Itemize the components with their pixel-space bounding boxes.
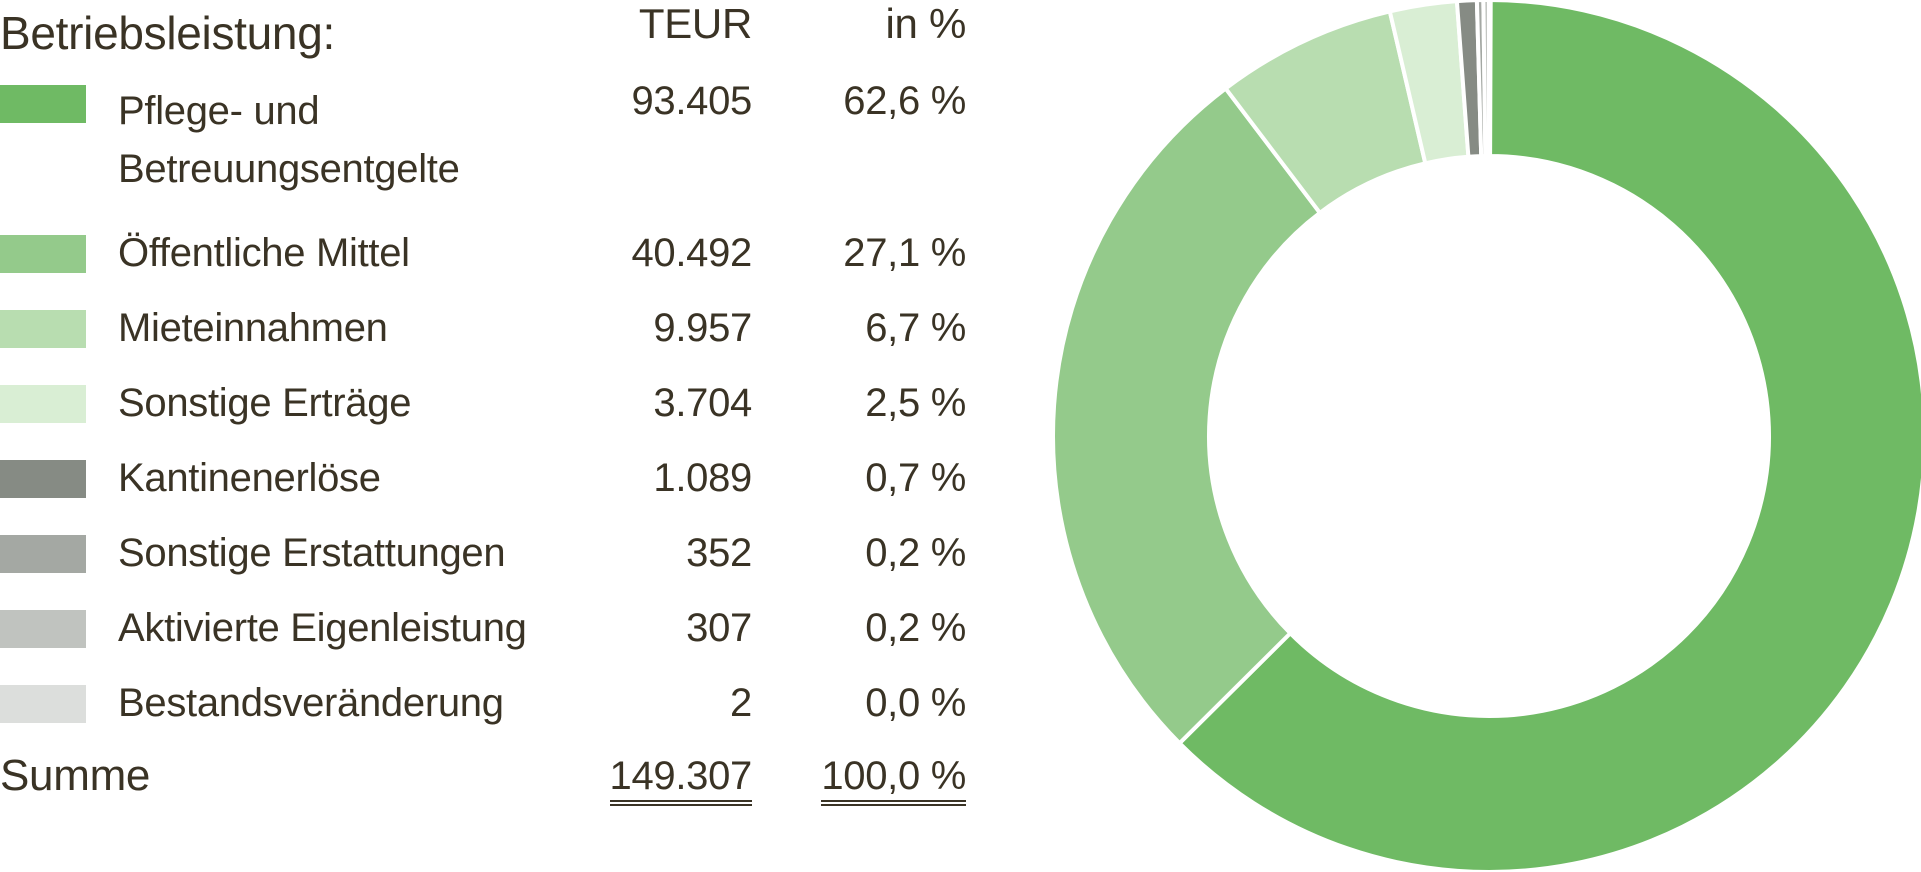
chart-title: Betriebsleistung: <box>0 7 335 59</box>
legend-row: Öffentliche Mittel 40.492 27,1 % <box>0 231 980 293</box>
legend-row: Aktivierte Eigenleistung 307 0,2 % <box>0 606 980 668</box>
sum-value-teur: 149.307 <box>560 752 752 806</box>
legend-value-teur: 1.089 <box>653 456 752 500</box>
legend-label: Sonstige Erträge <box>118 381 412 425</box>
legend-swatch <box>0 310 86 348</box>
legend-row: Bestandsveränderung 2 0,0 % <box>0 681 980 743</box>
legend-label: Kantinenerlöse <box>118 456 381 500</box>
legend-label: Pflege- und <box>118 89 320 133</box>
sum-pct-text: 100,0 % <box>821 754 966 806</box>
donut-slice <box>1051 85 1323 746</box>
donut-slice <box>1486 0 1493 159</box>
legend-row: Sonstige Erträge 3.704 2,5 % <box>0 381 980 443</box>
legend-swatch <box>0 685 86 723</box>
legend-value-percent: 2,5 % <box>865 381 966 425</box>
sum-label: Summe <box>0 751 151 800</box>
legend-swatch <box>0 535 86 573</box>
legend-value-teur: 2 <box>730 681 752 725</box>
legend-row: Kantinenerlöse 1.089 0,7 % <box>0 456 980 518</box>
donut-slice <box>1176 0 1921 872</box>
legend-value-teur: 307 <box>686 606 752 650</box>
sum-teur-text: 149.307 <box>609 754 752 806</box>
legend-swatch <box>0 610 86 648</box>
sum-row: Summe 149.307 100,0 % <box>0 752 980 816</box>
legend-value-teur: 40.492 <box>631 231 752 275</box>
legend-value-percent: 62,6 % <box>843 79 966 123</box>
column-header-teur: TEUR <box>638 0 752 47</box>
legend-row: Sonstige Erstattungen 352 0,2 % <box>0 531 980 593</box>
legend-value-percent: 0,2 % <box>865 606 966 650</box>
legend-value-teur: 3.704 <box>653 381 752 425</box>
legend-label: Aktivierte Eigenleistung <box>118 606 527 650</box>
legend-label: Öffentliche Mittel <box>118 231 410 275</box>
legend-label-continued: Betreuungsentgelte <box>118 147 460 191</box>
legend-value-percent: 6,7 % <box>865 306 966 350</box>
legend-row: Pflege- und Betreuungsentgelte 93.405 62… <box>0 79 980 191</box>
legend-value-teur: 352 <box>686 531 752 575</box>
legend-row: Mieteinnahmen 9.957 6,7 % <box>0 306 980 368</box>
legend-label: Sonstige Erstattungen <box>118 531 506 575</box>
legend-value-percent: 0,2 % <box>865 531 966 575</box>
legend-swatch <box>0 85 86 123</box>
legend-value-percent: 0,7 % <box>865 456 966 500</box>
column-header-percent: in % <box>885 0 966 47</box>
legend-swatch <box>0 460 86 498</box>
legend-label: Mieteinnahmen <box>118 306 388 350</box>
legend-value-percent: 27,1 % <box>843 231 966 275</box>
legend-value-teur: 93.405 <box>631 79 752 123</box>
legend-value-percent: 0,0 % <box>865 681 966 725</box>
legend-swatch <box>0 235 86 273</box>
donut-chart <box>1051 0 1921 872</box>
legend-swatch <box>0 385 86 423</box>
legend-label: Bestandsveränderung <box>118 681 504 725</box>
legend-value-teur: 9.957 <box>653 306 752 350</box>
sum-value-percent: 100,0 % <box>780 752 966 806</box>
